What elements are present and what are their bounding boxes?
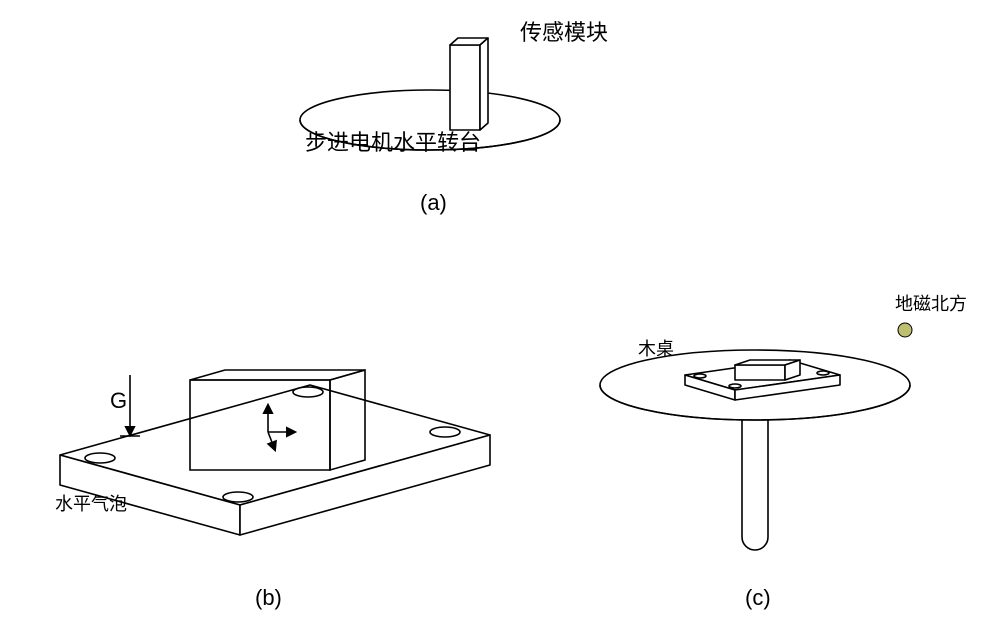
label-north: 地磁北方	[895, 290, 967, 316]
label-sensor: 传感模块	[520, 15, 608, 47]
sublabel-b: (b)	[255, 585, 282, 611]
sublabel-c: (c)	[745, 585, 771, 611]
label-gravity: G	[110, 388, 127, 414]
label-bubble: 水平气泡	[55, 490, 127, 516]
label-table: 木桌	[638, 335, 674, 361]
label-turntable: 步进电机水平转台	[305, 125, 481, 157]
sublabel-a: (a)	[420, 190, 447, 216]
